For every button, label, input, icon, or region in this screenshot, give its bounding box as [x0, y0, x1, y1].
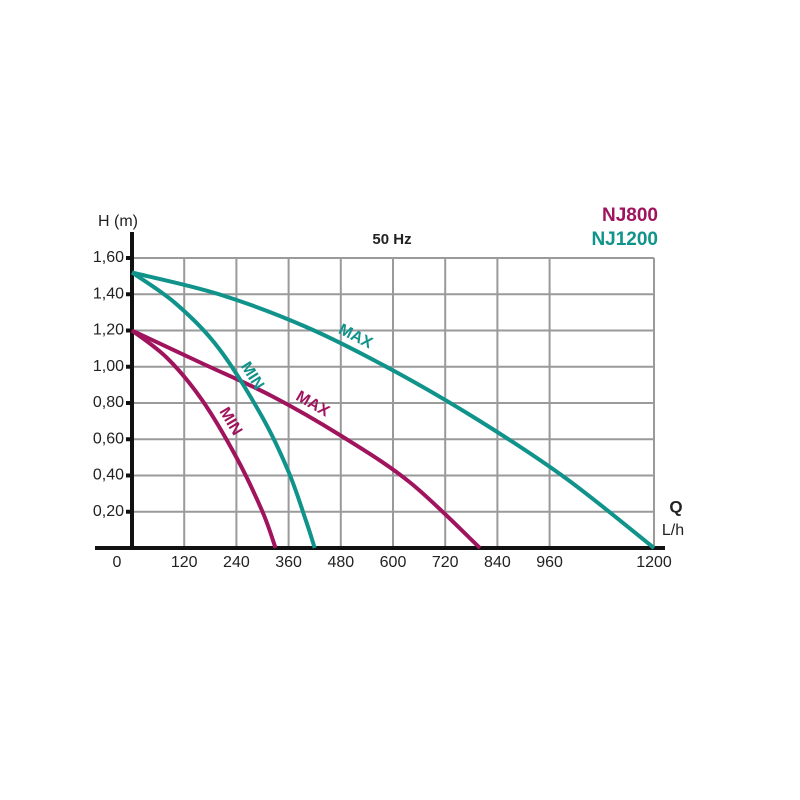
- curve: [130, 328, 278, 549]
- y-tick-label: 1,20: [93, 322, 124, 339]
- chart-title: 50 Hz: [372, 231, 411, 248]
- x-tick-label: 360: [275, 554, 302, 571]
- y-tick-label: 0,80: [93, 394, 124, 411]
- x-tick-label: 0: [113, 554, 122, 571]
- x-tick-label: 120: [171, 554, 198, 571]
- x-tick-label: 960: [536, 554, 563, 571]
- curve-label: MAX: [293, 388, 333, 421]
- legend-entry: NJ800: [602, 205, 658, 226]
- curve: [131, 270, 656, 550]
- x-axis-unit: L/h: [662, 522, 684, 539]
- curve-label: MIN: [237, 359, 267, 393]
- x-tick-label: 240: [223, 554, 250, 571]
- y-tick-label: 0,60: [93, 430, 124, 447]
- y-tick-label: 1,40: [93, 285, 124, 302]
- x-tick-label: 600: [380, 554, 407, 571]
- curve: [130, 270, 317, 549]
- y-tick-label: 0,20: [93, 503, 124, 520]
- x-tick-label: 720: [432, 554, 459, 571]
- y-tick-label: 1,60: [93, 249, 124, 266]
- x-tick-label: 1200: [636, 554, 672, 571]
- y-tick-label: 1,00: [93, 358, 124, 375]
- x-axis-label: Q: [669, 497, 682, 516]
- curve-label: MIN: [216, 405, 246, 439]
- y-tick-label: 0,40: [93, 467, 124, 484]
- curve: [131, 328, 482, 550]
- legend-entry: NJ1200: [591, 229, 658, 250]
- x-tick-label: 840: [484, 554, 511, 571]
- x-tick-label: 480: [327, 554, 354, 571]
- y-axis-label: H (m): [98, 213, 138, 230]
